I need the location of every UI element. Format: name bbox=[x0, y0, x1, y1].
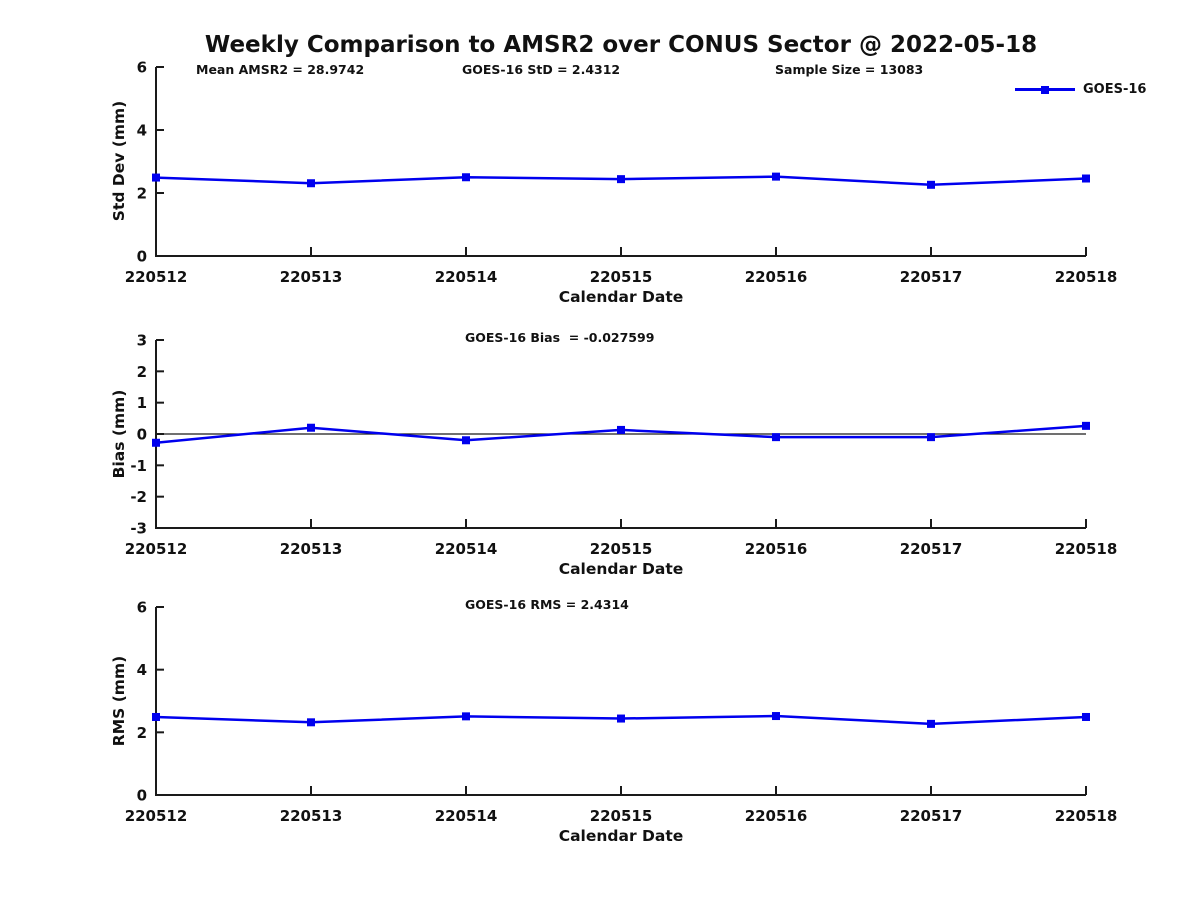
annotation-sample-size: Sample Size = 13083 bbox=[775, 62, 924, 77]
x-tick-label: 220513 bbox=[280, 268, 343, 286]
data-point-marker bbox=[462, 173, 470, 182]
x-axis-label-calendar-date-1: Calendar Date bbox=[558, 288, 684, 306]
y-tick-label: 0 bbox=[137, 787, 147, 805]
y-tick-label: 3 bbox=[137, 332, 147, 350]
y-tick-label: 2 bbox=[137, 724, 147, 742]
data-point-marker bbox=[307, 179, 315, 188]
data-point-marker bbox=[617, 175, 625, 184]
annotation-goes16-bias: GOES-16 Bias = -0.027599 bbox=[465, 330, 655, 345]
x-tick-label: 220517 bbox=[900, 807, 963, 825]
x-tick-label: 220517 bbox=[900, 540, 963, 558]
y-tick-label: 6 bbox=[137, 59, 147, 77]
legend-line-sample bbox=[1015, 85, 1075, 94]
y-tick-label: 6 bbox=[137, 599, 147, 617]
x-tick-label: 220512 bbox=[125, 540, 188, 558]
legend: GOES-16 bbox=[1015, 82, 1146, 97]
x-tick-label: 220514 bbox=[435, 268, 498, 286]
legend-square-marker-icon bbox=[1041, 85, 1049, 94]
x-tick-label: 220517 bbox=[900, 268, 963, 286]
x-tick-label: 220512 bbox=[125, 268, 188, 286]
data-point-marker bbox=[462, 436, 470, 445]
x-tick-label: 220516 bbox=[745, 807, 808, 825]
data-point-marker bbox=[927, 433, 935, 442]
x-tick-label: 220513 bbox=[280, 540, 343, 558]
x-tick-label: 220516 bbox=[745, 268, 808, 286]
x-tick-label: 220515 bbox=[590, 268, 653, 286]
y-axis-label-rms: RMS (mm) bbox=[110, 655, 128, 747]
x-tick-label: 220518 bbox=[1055, 807, 1118, 825]
data-point-marker bbox=[617, 425, 625, 434]
figure-title: Weekly Comparison to AMSR2 over CONUS Se… bbox=[204, 32, 1038, 58]
annotation-mean-amsr2: Mean AMSR2 = 28.9742 bbox=[196, 62, 365, 77]
y-tick-label: 4 bbox=[137, 661, 147, 679]
y-tick-label: 2 bbox=[137, 363, 147, 381]
x-tick-label: 220516 bbox=[745, 540, 808, 558]
data-point-marker bbox=[152, 173, 160, 182]
y-tick-label: 1 bbox=[137, 394, 147, 412]
y-tick-label: 4 bbox=[137, 122, 147, 140]
x-tick-label: 220512 bbox=[125, 807, 188, 825]
x-tick-label: 220518 bbox=[1055, 540, 1118, 558]
data-point-marker bbox=[927, 180, 935, 189]
data-point-marker bbox=[152, 712, 160, 721]
x-tick-label: 220513 bbox=[280, 807, 343, 825]
data-point-marker bbox=[307, 423, 315, 432]
data-point-marker bbox=[772, 712, 780, 721]
data-point-marker bbox=[927, 719, 935, 728]
data-point-marker bbox=[1082, 421, 1090, 430]
legend-label: GOES-16 bbox=[1083, 82, 1147, 97]
x-axis-label-calendar-date-3: Calendar Date bbox=[558, 827, 684, 845]
y-tick-label: -3 bbox=[130, 520, 147, 538]
y-tick-label: 0 bbox=[137, 248, 147, 266]
data-point-marker bbox=[307, 718, 315, 727]
x-tick-label: 220514 bbox=[435, 540, 498, 558]
data-point-marker bbox=[772, 433, 780, 442]
y-tick-label: -2 bbox=[130, 488, 147, 506]
annotation-goes16-std: GOES-16 StD = 2.4312 bbox=[462, 62, 621, 77]
x-tick-label: 220514 bbox=[435, 807, 498, 825]
data-point-marker bbox=[462, 712, 470, 721]
annotation-goes16-rms: GOES-16 RMS = 2.4314 bbox=[465, 597, 629, 612]
y-axis-label-std-dev: Std Dev (mm) bbox=[110, 100, 128, 222]
data-point-marker bbox=[1082, 174, 1090, 183]
y-tick-label: -1 bbox=[130, 457, 147, 475]
y-tick-label: 0 bbox=[137, 426, 147, 444]
x-tick-label: 220515 bbox=[590, 807, 653, 825]
x-axis-label-calendar-date-2: Calendar Date bbox=[558, 560, 684, 578]
data-point-marker bbox=[617, 714, 625, 723]
y-tick-label: 2 bbox=[137, 185, 147, 203]
data-point-marker bbox=[152, 438, 160, 447]
x-tick-label: 220518 bbox=[1055, 268, 1118, 286]
data-point-marker bbox=[1082, 712, 1090, 721]
data-point-marker bbox=[772, 172, 780, 181]
x-tick-label: 220515 bbox=[590, 540, 653, 558]
y-axis-label-bias: Bias (mm) bbox=[110, 389, 128, 479]
